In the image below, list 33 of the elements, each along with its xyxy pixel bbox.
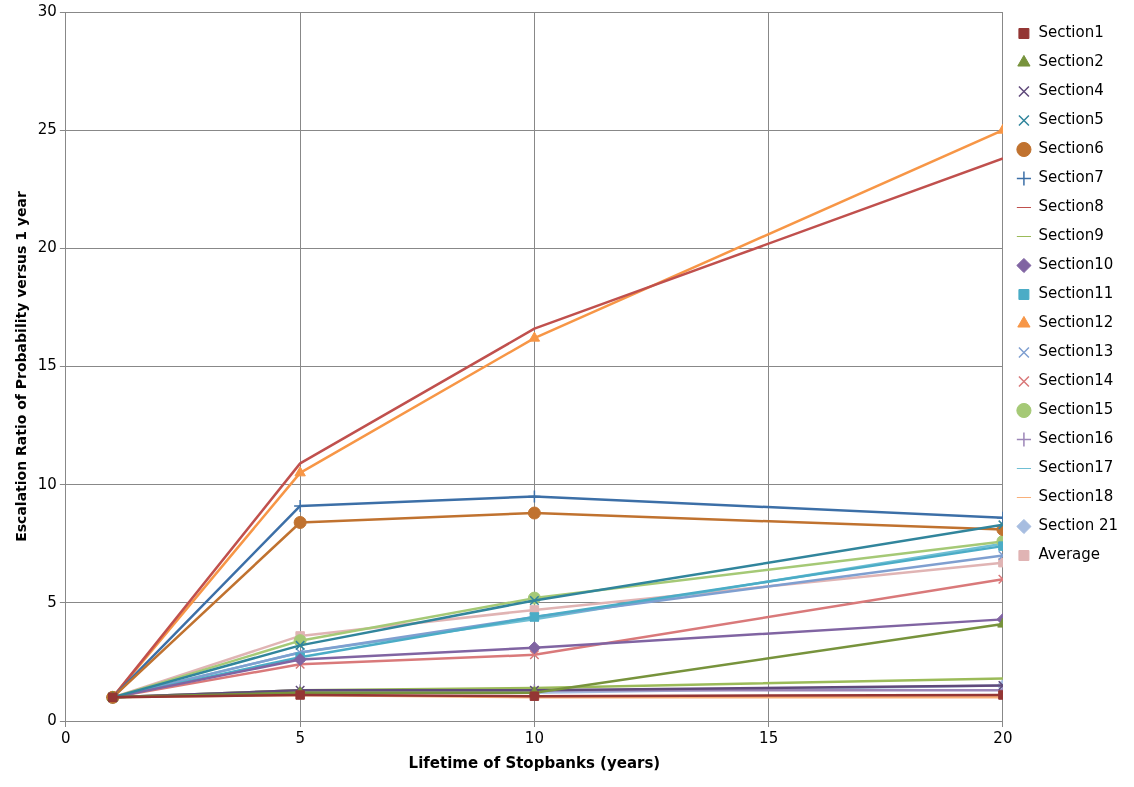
x-tick-label: 20 — [993, 728, 1013, 747]
y-tick-label: 5 — [47, 592, 57, 611]
x-tick-label: 10 — [524, 728, 544, 747]
legend-label: Section4 — [1038, 81, 1104, 100]
legend-label: Section13 — [1038, 342, 1114, 361]
legend-label: Section12 — [1038, 313, 1114, 332]
legend-label: Section14 — [1038, 371, 1114, 390]
y-tick-label: 30 — [37, 1, 57, 20]
y-axis-title: Escalation Ratio of Probability versus 1 year — [13, 191, 30, 542]
legend-label: Section10 — [1038, 255, 1114, 274]
legend-label: Section1 — [1038, 23, 1104, 42]
y-tick-label: 20 — [37, 238, 57, 257]
y-tick-label: 10 — [37, 474, 57, 493]
legend-label: Section11 — [1038, 284, 1114, 303]
y-tick-label: 25 — [37, 120, 57, 139]
legend-label: Section15 — [1038, 400, 1114, 419]
legend-label: Section16 — [1038, 429, 1114, 448]
x-axis-title: Lifetime of Stopbanks (years) — [408, 753, 661, 772]
x-tick-label: 15 — [759, 728, 779, 747]
legend-label: Section9 — [1038, 226, 1104, 245]
legend-label: Section8 — [1038, 197, 1104, 216]
x-tick-label: 5 — [295, 728, 305, 747]
legend-label: Average — [1038, 545, 1101, 564]
legend-label: Section5 — [1038, 110, 1104, 129]
legend-label: Section7 — [1038, 168, 1104, 187]
legend-label: Section2 — [1038, 52, 1104, 71]
legend-label: Section 21 — [1038, 516, 1119, 535]
y-tick-label: 0 — [47, 710, 57, 729]
legend-label: Section18 — [1038, 487, 1114, 506]
x-tick-label: 0 — [61, 728, 71, 747]
legend-label: Section17 — [1038, 458, 1114, 477]
legend-label: Section6 — [1038, 139, 1104, 158]
y-tick-label: 15 — [37, 356, 57, 375]
